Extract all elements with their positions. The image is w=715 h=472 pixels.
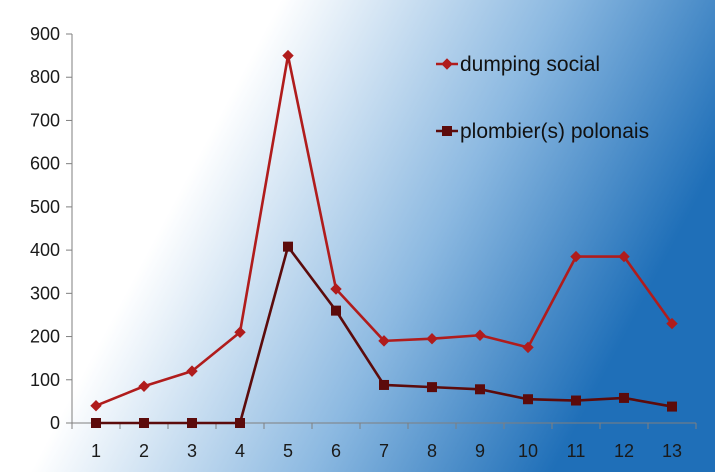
data-point xyxy=(379,379,389,390)
data-point xyxy=(282,49,294,62)
y-tick-label: 500 xyxy=(30,197,60,217)
data-point xyxy=(91,418,101,428)
data-point xyxy=(138,380,150,392)
data-point xyxy=(186,365,198,377)
x-tick-label: 11 xyxy=(567,441,586,461)
data-point xyxy=(378,335,390,347)
x-tick-label: 12 xyxy=(614,441,634,461)
x-tick-label: 7 xyxy=(379,441,389,461)
data-point xyxy=(667,401,677,412)
data-point xyxy=(90,400,102,412)
data-point xyxy=(330,283,342,295)
data-point xyxy=(331,305,341,316)
legend-label: dumping social xyxy=(460,53,600,76)
x-tick-label: 6 xyxy=(331,441,341,461)
series-1 xyxy=(91,241,677,428)
data-point xyxy=(666,317,678,330)
data-point xyxy=(187,418,197,428)
y-tick-label: 600 xyxy=(30,154,60,174)
y-tick-label: 200 xyxy=(30,327,60,347)
y-tick-label: 0 xyxy=(50,413,60,433)
legend: dumping social plombier(s) polonais xyxy=(436,53,649,143)
data-point xyxy=(283,241,293,252)
x-tick-label: 9 xyxy=(475,441,485,461)
x-tick-label: 8 xyxy=(427,441,437,461)
data-point xyxy=(618,250,630,263)
data-point xyxy=(523,394,533,405)
x-tick-label: 10 xyxy=(518,441,538,461)
y-tick-label: 800 xyxy=(30,67,60,87)
y-tick-label: 100 xyxy=(30,370,60,390)
y-tick-label: 300 xyxy=(30,283,60,303)
x-tick-label: 5 xyxy=(283,441,293,461)
x-tick-label: 3 xyxy=(187,441,197,461)
x-tick-label: 4 xyxy=(235,441,245,461)
data-point xyxy=(234,326,246,338)
y-tick-label: 700 xyxy=(30,110,60,130)
legend-marker xyxy=(442,126,452,136)
data-point xyxy=(235,418,245,428)
data-point xyxy=(475,384,485,395)
data-point xyxy=(139,418,149,428)
data-point xyxy=(571,395,581,406)
data-point xyxy=(522,341,534,354)
series-layer xyxy=(90,49,678,428)
legend-label: plombier(s) polonais xyxy=(460,120,649,143)
y-tick-label: 900 xyxy=(30,24,60,44)
data-point xyxy=(427,382,437,393)
y-tick-label: 400 xyxy=(30,240,60,260)
series-0 xyxy=(90,49,678,412)
legend-marker xyxy=(441,58,453,70)
data-point xyxy=(426,333,438,345)
data-point xyxy=(619,392,629,403)
x-tick-label: 2 xyxy=(139,441,149,461)
x-tick-label: 1 xyxy=(91,441,101,461)
data-point xyxy=(570,250,582,263)
x-tick-label: 13 xyxy=(662,441,682,461)
data-point xyxy=(474,329,486,341)
